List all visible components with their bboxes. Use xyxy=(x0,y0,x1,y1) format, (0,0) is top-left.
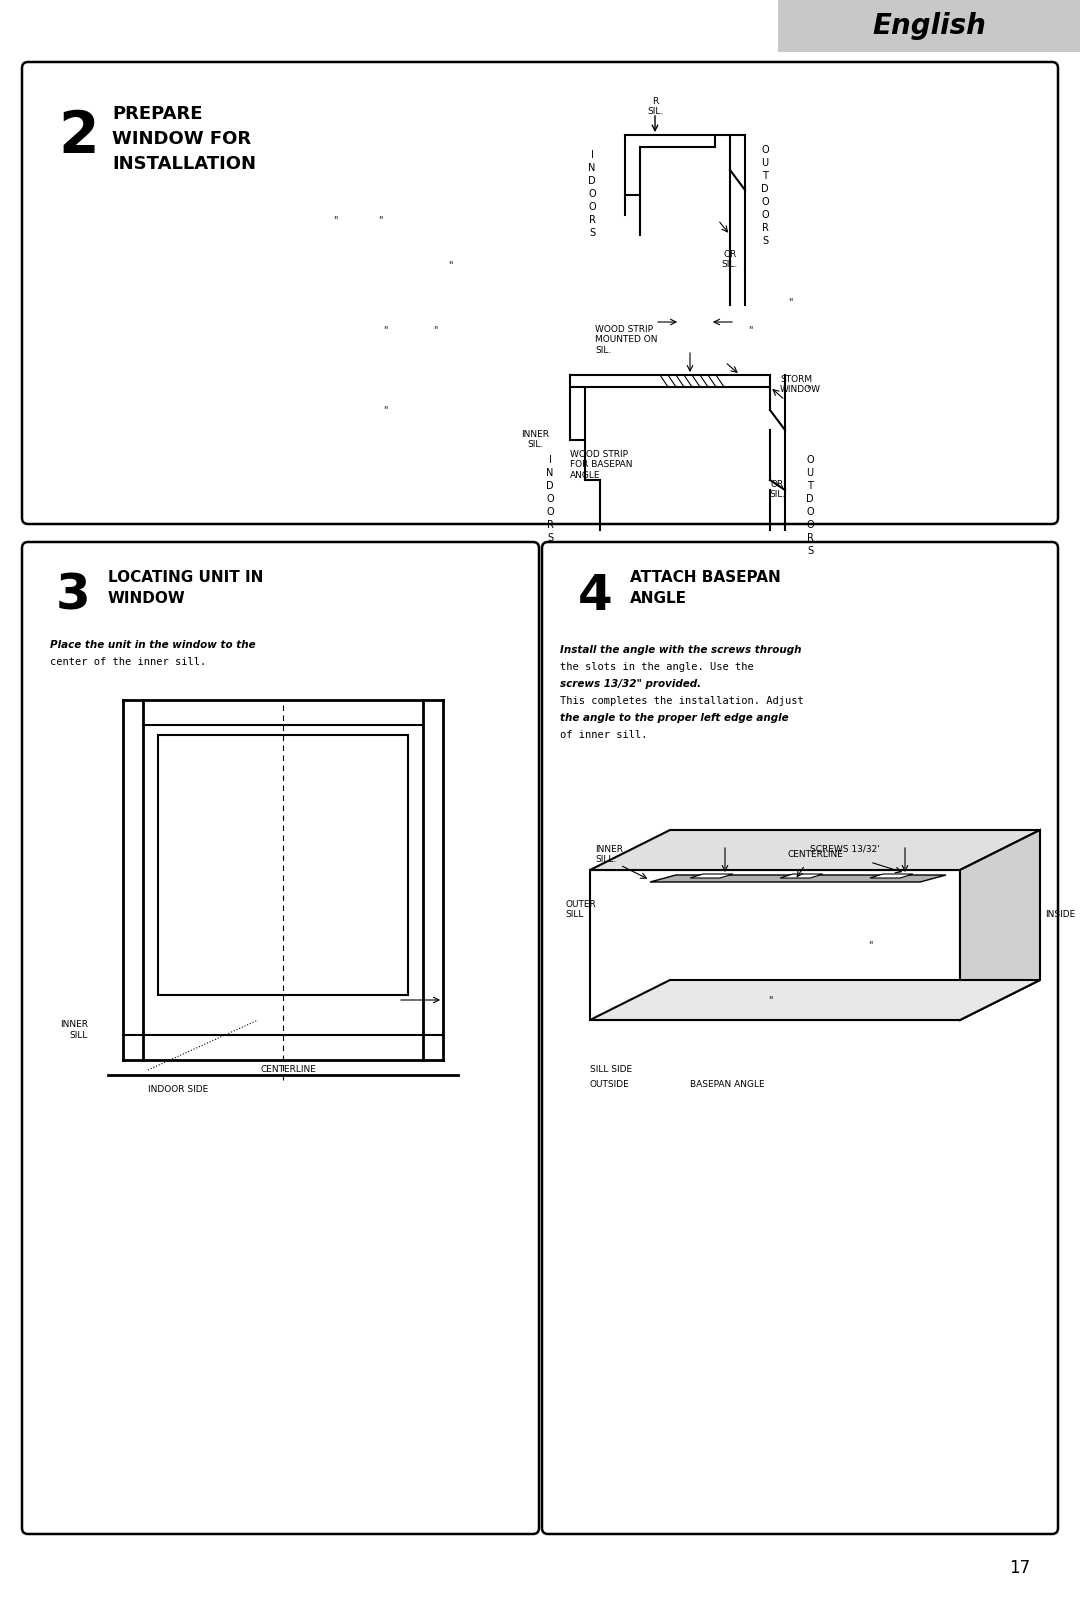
Text: BASEPAN ANGLE: BASEPAN ANGLE xyxy=(690,1080,765,1088)
Text: D: D xyxy=(761,184,769,193)
Text: the slots in the angle. Use the: the slots in the angle. Use the xyxy=(561,662,754,673)
FancyBboxPatch shape xyxy=(22,542,539,1534)
Text: N: N xyxy=(589,163,596,173)
Text: SILL SIDE: SILL SIDE xyxy=(590,1064,632,1074)
FancyBboxPatch shape xyxy=(542,542,1058,1534)
Polygon shape xyxy=(690,874,733,877)
Text: INDOOR SIDE: INDOOR SIDE xyxy=(148,1085,208,1095)
Text: ": " xyxy=(378,216,382,225)
Text: INNER
SIL.: INNER SIL. xyxy=(521,430,549,449)
Text: O: O xyxy=(806,455,814,465)
Text: ": " xyxy=(787,297,793,307)
Text: OUTSIDE: OUTSIDE xyxy=(590,1080,630,1088)
Text: S: S xyxy=(546,534,553,543)
Text: screws 13/32" provided.: screws 13/32" provided. xyxy=(561,679,701,689)
Polygon shape xyxy=(650,876,946,882)
Text: ": " xyxy=(806,385,810,395)
FancyBboxPatch shape xyxy=(778,0,1080,53)
Text: O: O xyxy=(546,494,554,503)
Text: R: R xyxy=(807,534,813,543)
Text: WOOD STRIP
FOR BASEPAN
ANGLE: WOOD STRIP FOR BASEPAN ANGLE xyxy=(570,451,633,479)
Text: LOCATING UNIT IN
WINDOW: LOCATING UNIT IN WINDOW xyxy=(108,570,264,606)
Text: 3: 3 xyxy=(56,572,91,620)
Text: CENTERLINE: CENTERLINE xyxy=(260,1064,316,1074)
Text: ": " xyxy=(867,940,873,949)
Text: ": " xyxy=(448,260,453,270)
Bar xyxy=(158,735,408,996)
Text: D: D xyxy=(806,494,814,503)
Text: U: U xyxy=(761,158,769,168)
Text: English: English xyxy=(872,13,986,40)
Text: O: O xyxy=(806,507,814,518)
Text: N: N xyxy=(546,468,554,478)
Text: ": " xyxy=(382,404,388,415)
Text: OUTER
SILL: OUTER SILL xyxy=(565,900,596,919)
Text: O: O xyxy=(761,209,769,221)
Text: 2: 2 xyxy=(58,109,98,165)
Polygon shape xyxy=(780,874,823,877)
Text: OR
SIL.: OR SIL. xyxy=(769,479,785,500)
Text: CENTERLINE: CENTERLINE xyxy=(787,850,842,860)
Text: ": " xyxy=(333,216,337,225)
Text: I: I xyxy=(591,150,593,160)
Text: STORM
WINDOW: STORM WINDOW xyxy=(780,376,821,395)
Text: D: D xyxy=(546,481,554,491)
Text: O: O xyxy=(761,145,769,155)
Polygon shape xyxy=(590,980,1040,1020)
Text: ": " xyxy=(433,324,437,336)
Text: 4: 4 xyxy=(578,572,612,620)
Text: O: O xyxy=(806,519,814,531)
Polygon shape xyxy=(960,829,1040,1020)
Text: INSIDE: INSIDE xyxy=(1045,909,1076,919)
Text: This completes the installation. Adjust: This completes the installation. Adjust xyxy=(561,697,804,706)
Polygon shape xyxy=(590,829,1040,869)
Text: U: U xyxy=(807,468,813,478)
Polygon shape xyxy=(870,874,913,877)
Text: S: S xyxy=(589,229,595,238)
Text: ": " xyxy=(747,324,753,336)
Text: I: I xyxy=(549,455,552,465)
Text: O: O xyxy=(589,201,596,213)
Text: Place the unit in the window to the: Place the unit in the window to the xyxy=(50,641,256,650)
Text: S: S xyxy=(761,237,768,246)
Text: S: S xyxy=(807,547,813,556)
Text: the angle to the proper left edge angle: the angle to the proper left edge angle xyxy=(561,713,788,722)
Text: Install the angle with the screws through: Install the angle with the screws throug… xyxy=(561,646,801,655)
Text: O: O xyxy=(589,189,596,200)
Text: ": " xyxy=(768,996,772,1005)
Text: R: R xyxy=(761,224,769,233)
Text: 17: 17 xyxy=(1010,1560,1030,1577)
Text: ATTACH BASEPAN
ANGLE: ATTACH BASEPAN ANGLE xyxy=(630,570,781,606)
Text: R
SIL.: R SIL. xyxy=(647,97,663,117)
Text: T: T xyxy=(807,481,813,491)
Text: INNER
SILL.: INNER SILL. xyxy=(595,845,623,865)
Text: WOOD STRIP
MOUNTED ON
SIL.: WOOD STRIP MOUNTED ON SIL. xyxy=(595,324,658,355)
Text: of inner sill.: of inner sill. xyxy=(561,730,648,740)
Text: R: R xyxy=(546,519,553,531)
Text: O: O xyxy=(761,197,769,208)
Text: center of the inner sill.: center of the inner sill. xyxy=(50,657,206,666)
Text: O: O xyxy=(546,507,554,518)
Text: R: R xyxy=(589,216,595,225)
Text: OR
SIL.: OR SIL. xyxy=(721,249,738,270)
Polygon shape xyxy=(590,869,960,1020)
Text: T: T xyxy=(762,171,768,181)
Text: ": " xyxy=(382,324,388,336)
FancyBboxPatch shape xyxy=(22,62,1058,524)
Text: D: D xyxy=(589,176,596,185)
Text: PREPARE
WINDOW FOR
INSTALLATION: PREPARE WINDOW FOR INSTALLATION xyxy=(112,105,256,173)
Text: INNER
SILL: INNER SILL xyxy=(60,1020,87,1040)
Text: SCREWS 13/32': SCREWS 13/32' xyxy=(810,845,880,853)
